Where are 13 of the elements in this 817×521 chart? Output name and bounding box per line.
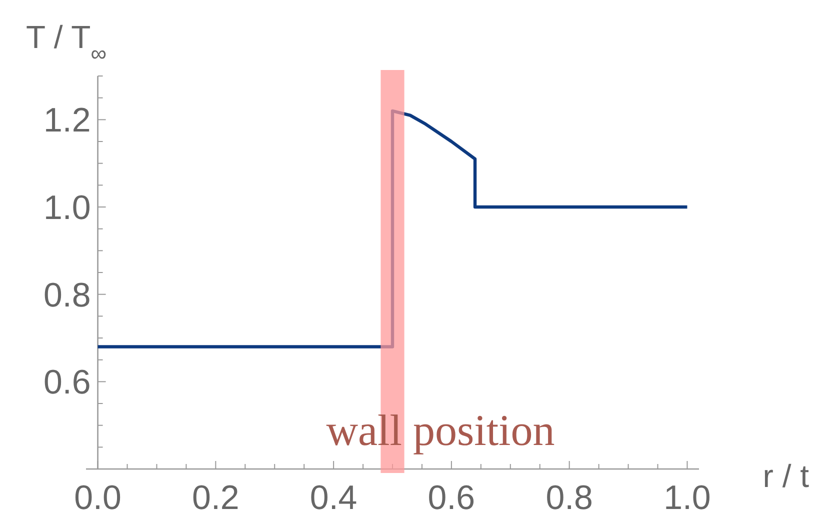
x-tick-label: 0.2 — [192, 479, 240, 517]
x-tick-label: 0.8 — [546, 479, 593, 517]
y-tick-label: 0.6 — [44, 364, 91, 402]
band-label: wall position — [326, 406, 555, 455]
y-tick-label: 0.8 — [44, 276, 91, 314]
x-tick-label: 0.4 — [310, 479, 358, 517]
y-tick-label: 1.0 — [44, 189, 91, 227]
x-tick-label: 1.0 — [664, 479, 711, 517]
y-tick-label: 1.2 — [44, 102, 91, 140]
x-tick-label: 0.0 — [74, 479, 122, 517]
x-tick-label: 0.6 — [428, 479, 476, 517]
y-axis-title: T / T$_{∞}$ — [26, 19, 107, 66]
x-axis-title: r / t — [762, 458, 810, 494]
